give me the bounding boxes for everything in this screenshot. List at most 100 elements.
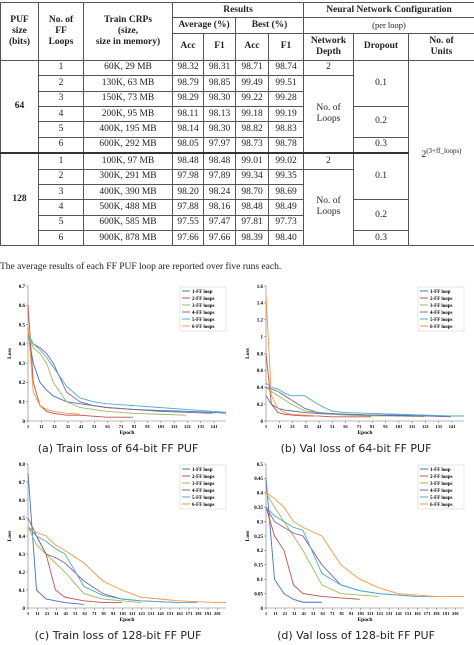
legend-box — [417, 286, 465, 332]
legend-label: 2-FF loops — [192, 475, 215, 480]
x-tick-label: 1 — [265, 424, 268, 429]
table-row: 3 400K, 390 MB 98.20 98.24 98.70 98.69 — [1, 183, 474, 201]
y-tick-label: 0.3 — [257, 520, 264, 525]
cell: 900K, 878 MB — [83, 230, 173, 247]
cell: 4 — [38, 199, 84, 216]
header-cell: F1 — [268, 32, 304, 61]
y-tick-label: 0.05 — [254, 592, 263, 597]
x-tick-label: 51 — [311, 611, 316, 616]
x-tick-label: 21 — [290, 424, 295, 429]
cell: 98.74 — [268, 59, 304, 77]
network-depth: No. of Loops — [303, 75, 354, 154]
network-depth: 2 — [303, 152, 354, 170]
y-tick-label: 0.3 — [19, 362, 26, 367]
legend-label: 3-FF loops — [192, 304, 215, 309]
dropout: 0.1 — [353, 59, 409, 107]
cell: 100K, 97 MB — [83, 152, 173, 170]
figure-caption: (a) Train loss of 64-bit FF PUF — [37, 442, 199, 455]
x-tick-label: 81 — [101, 611, 106, 616]
y-tick-label: 0.6 — [19, 304, 26, 309]
x-tick-label: 31 — [292, 611, 297, 616]
cell-text: No. of — [316, 196, 341, 207]
chart: 00.10.20.30.40.50.60.71 11 21 31 41 51 61 71 81 9… — [7, 285, 227, 436]
x-tick-label: 21 — [52, 424, 57, 429]
legend-label: 5-FF loops — [192, 318, 215, 323]
x-tick-label: 51 — [73, 611, 78, 616]
y-tick-label: 0.5 — [19, 323, 26, 328]
x-tick-label: 141 — [449, 424, 457, 429]
x-tick-label: 121 — [184, 424, 192, 429]
x-tick-label: 21 — [45, 611, 50, 616]
x-tick-label: 11 — [273, 611, 278, 616]
header-text: (bits) — [8, 36, 31, 47]
y-tick-label: 0.8 — [257, 352, 264, 357]
header-cell: Acc — [235, 32, 269, 61]
header-cell: F1 — [203, 32, 236, 61]
x-tick-label: 171 — [186, 611, 194, 616]
y-tick-label: 1.2 — [257, 319, 264, 324]
cell: 2 — [38, 75, 84, 92]
table-row: 4 200K, 95 MB 98.11 98.13 99.18 99.19 0.2 — [1, 105, 474, 138]
cell: 1 — [38, 59, 84, 77]
loss-line — [265, 382, 464, 417]
y-tick-label: 0.6 — [257, 369, 264, 374]
x-tick-label: 111 — [129, 611, 136, 616]
cell: 600K, 585 MB — [83, 214, 173, 232]
x-tick-label: 81 — [132, 424, 137, 429]
cell: 99.18 — [235, 105, 269, 123]
network-depth: No. of Loops — [303, 168, 354, 247]
cell: 600K, 292 MB — [83, 136, 173, 154]
dropout: 0.2 — [353, 199, 409, 232]
y-tick-label: 0.8 — [19, 463, 26, 468]
table-row: 5 400K, 195 MB 98.14 98.30 98.82 98.83 — [1, 121, 474, 138]
y-tick-label: 0 — [23, 420, 26, 425]
header-text: Train CRPs — [103, 14, 153, 25]
table-row: 128 1 100K, 97 MB 98.48 98.48 99.01 99.02 2 0.1 — [0, 152, 474, 247]
cell: 98.48 — [203, 152, 236, 170]
legend-label: 1-FF loop — [192, 290, 213, 295]
header-cell: Neural Network Configuration — [303, 1, 474, 19]
table-row: 3 150K, 73 MB 98.29 98.30 99.22 99.28 — [1, 90, 474, 107]
table-row: 6 900K, 878 MB 97.66 97.66 98.39 98.40 0.3 — [1, 230, 474, 247]
cell: 3 — [38, 183, 84, 201]
cell: 500K, 488 MB — [83, 199, 173, 216]
table-row: 4 500K, 488 MB 97.88 98.16 98.48 98.49 0.2 — [1, 199, 474, 232]
legend-label: 3-FF loops — [192, 482, 215, 487]
cell: 99.28 — [268, 90, 304, 107]
header-cell: No. of Units — [408, 32, 474, 61]
legend-label: 1-FF loop — [430, 290, 451, 295]
results-table: PUF size (bits) No. of FF Loops Train CRPs (s… — [0, 1, 474, 247]
x-tick-label: 71 — [330, 611, 335, 616]
cell: 99.49 — [235, 75, 269, 92]
cell: 1 — [38, 152, 84, 170]
figure-caption: (b) Val loss of 64-bit FF PUF — [280, 442, 432, 455]
legend-label: 6-FF loops — [192, 503, 215, 508]
cell-text: Loops — [316, 207, 341, 218]
cell: 98.40 — [268, 230, 304, 247]
x-tick-label: 141 — [157, 611, 165, 616]
cell: 98.13 — [203, 105, 236, 123]
x-tick-label: 11 — [35, 611, 40, 616]
header-cell: Dropout — [353, 32, 409, 61]
cell: 98.48 — [235, 199, 269, 216]
cell: 98.85 — [203, 75, 236, 92]
legend-label: 2-FF loops — [430, 297, 453, 302]
cell: 97.47 — [203, 214, 236, 232]
loss-line — [265, 492, 379, 597]
y-axis-label: Loss — [7, 531, 13, 542]
x-tick-label: 101 — [357, 611, 365, 616]
x-tick-label: 31 — [304, 424, 309, 429]
x-tick-label: 71 — [92, 611, 97, 616]
cell: 97.66 — [203, 230, 236, 247]
dropout: 0.3 — [353, 136, 409, 154]
legend-label: 6-FF loops — [430, 503, 453, 508]
x-tick-label: 161 — [176, 611, 184, 616]
loss-line — [27, 472, 84, 605]
x-tick-label: 191 — [443, 611, 451, 616]
x-tick-label: 41 — [64, 611, 69, 616]
x-tick-label: 131 — [148, 611, 156, 616]
x-axis-label: Epoch — [120, 430, 135, 436]
chart: 00.050.10.150.20.250.30.350.40.450.51 11 2… — [245, 463, 465, 623]
header-cell: No. of FF Loops — [38, 2, 84, 61]
x-tick-label: 71 — [357, 424, 362, 429]
